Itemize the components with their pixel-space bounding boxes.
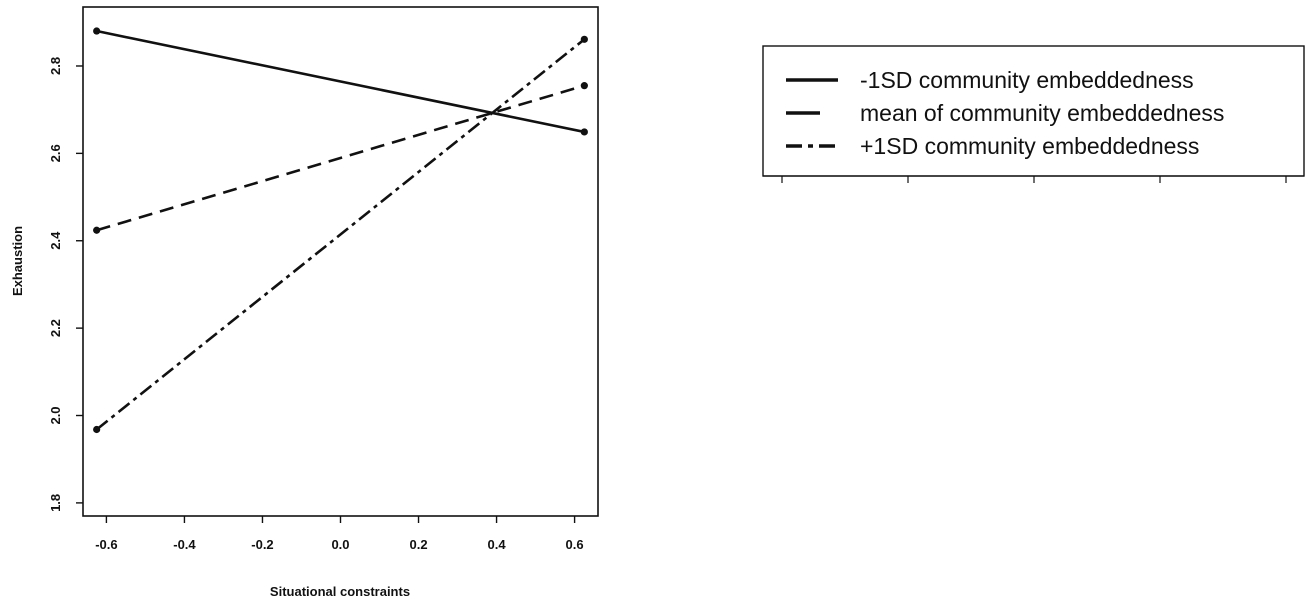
x-tick-label: -0.4 — [173, 537, 196, 552]
y-tick-label: 2.4 — [48, 231, 63, 250]
legend-label: -1SD community embeddedness — [860, 67, 1194, 93]
series-point — [580, 82, 588, 90]
y-tick-label: 2.8 — [48, 57, 63, 75]
x-tick-label: 0.4 — [488, 537, 507, 552]
series-line — [96, 29, 585, 134]
y-axis: 1.8 2.0 2.2 2.4 2.6 2.8 — [48, 57, 83, 512]
y-axis-title: Exhaustion — [10, 226, 25, 296]
series-point — [93, 226, 101, 234]
y-tick-label: 2.2 — [48, 319, 63, 337]
y-tick-label: 2.0 — [48, 406, 63, 424]
x-tick-label: 0.0 — [331, 537, 349, 552]
legend-label: mean of community embeddedness — [860, 100, 1224, 126]
series-point — [93, 27, 101, 35]
x-tick-label: -0.2 — [251, 537, 273, 552]
legend-box — [762, 45, 1305, 177]
legend: -1SD community embeddedness mean of commu… — [762, 45, 1305, 183]
series-line — [96, 84, 585, 232]
y-tick-label: 2.6 — [48, 144, 63, 162]
series-point — [580, 128, 588, 136]
x-tick-label: -0.6 — [95, 537, 117, 552]
series-point — [580, 35, 588, 43]
legend-items: -1SD community embeddedness mean of commu… — [786, 67, 1224, 159]
legend-label: +1SD community embeddedness — [860, 133, 1199, 159]
legend-stray-axis — [763, 175, 1304, 183]
x-tick-label: 0.6 — [566, 537, 584, 552]
plot-frame — [82, 6, 599, 517]
series-line — [95, 38, 586, 431]
y-tick-label: 1.8 — [48, 494, 63, 512]
x-tick-label: 0.2 — [409, 537, 427, 552]
x-axis: -0.6 -0.4 -0.2 0.0 0.2 0.4 0.6 — [95, 516, 584, 552]
series-lines — [93, 27, 588, 434]
x-axis-title: Situational constraints — [270, 584, 410, 599]
series-point — [93, 425, 101, 434]
